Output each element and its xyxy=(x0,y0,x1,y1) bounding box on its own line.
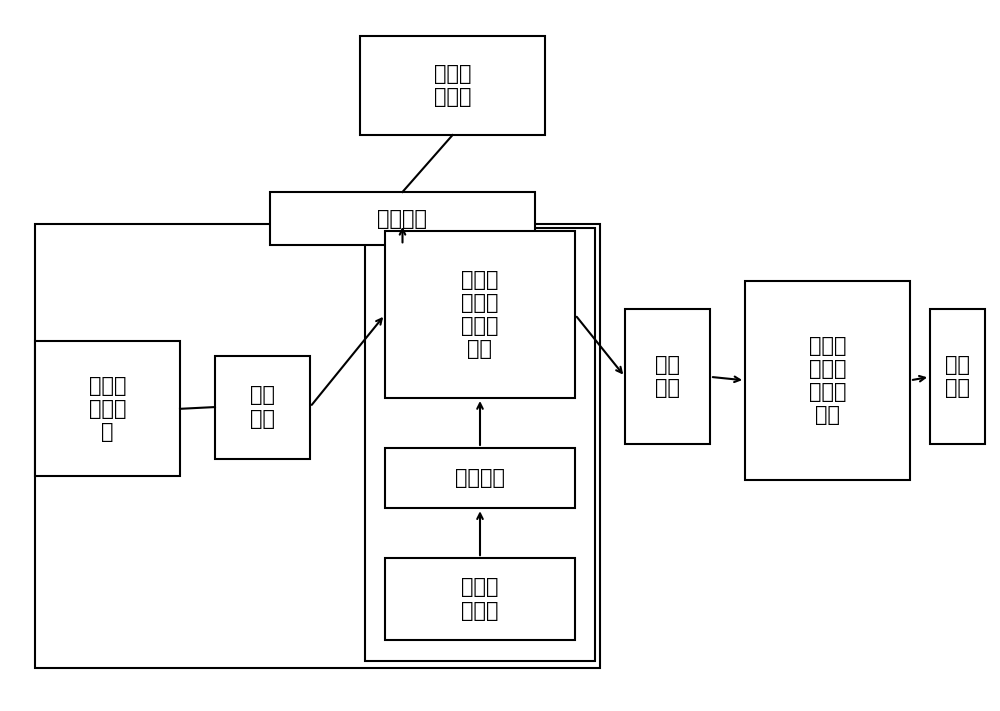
Bar xyxy=(35,341,180,476)
Bar xyxy=(385,231,575,398)
Bar xyxy=(385,448,575,508)
Text: 高速摄
像装置: 高速摄 像装置 xyxy=(461,577,499,621)
Text: 发送
图片: 发送 图片 xyxy=(655,356,680,398)
Bar xyxy=(930,309,985,444)
Bar xyxy=(360,36,545,135)
Text: 发送图片: 发送图片 xyxy=(455,468,505,488)
Text: 支撑固
定装置: 支撑固 定装置 xyxy=(434,64,471,107)
Text: 提供支撑: 提供支撑 xyxy=(378,208,428,229)
Text: 无线数
据采集
与传输
装置: 无线数 据采集 与传输 装置 xyxy=(461,269,499,360)
Text: 车辆
载荷: 车辆 载荷 xyxy=(945,356,970,398)
Bar xyxy=(365,228,595,661)
Bar xyxy=(215,356,310,459)
Text: 太阳能
供电系
统: 太阳能 供电系 统 xyxy=(89,375,126,442)
Text: 图片分
析与数
据处理
系统: 图片分 析与数 据处理 系统 xyxy=(809,336,846,425)
Bar xyxy=(270,192,535,245)
Text: 提供
电能: 提供 电能 xyxy=(250,385,275,429)
Bar xyxy=(625,309,710,444)
Bar xyxy=(745,281,910,480)
Bar xyxy=(35,224,600,668)
Bar xyxy=(385,558,575,640)
